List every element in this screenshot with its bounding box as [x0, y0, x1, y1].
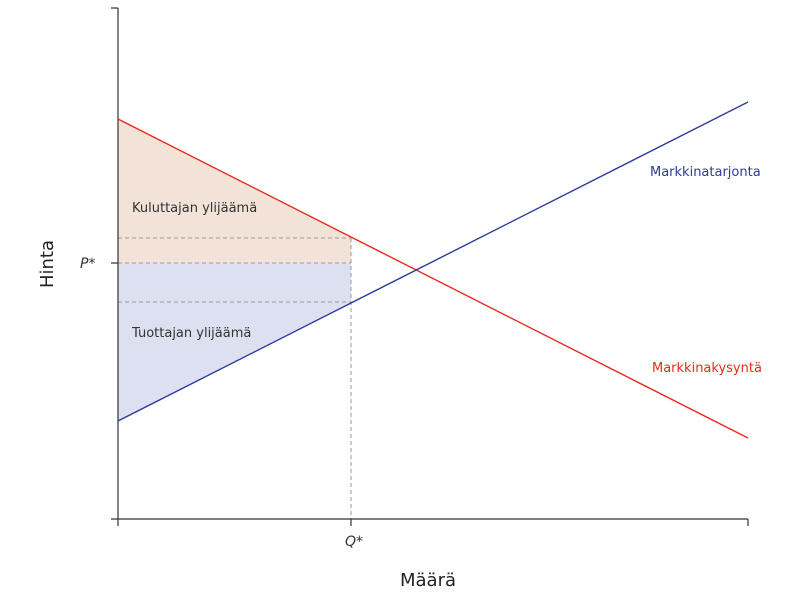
- supply-curve: [117, 101, 749, 422]
- supply-label: Markkinatarjonta: [650, 165, 761, 180]
- y-axis-label: Hinta: [37, 240, 58, 288]
- producer-surplus-label: Tuottajan ylijäämä: [131, 326, 251, 341]
- x-axis-label: Määrä: [400, 570, 456, 591]
- consumer-surplus-label: Kuluttajan ylijäämä: [132, 201, 257, 216]
- consumer-surplus-area-lower: [118, 238, 351, 263]
- producer-surplus-area: [118, 263, 351, 421]
- demand-curve: [117, 118, 749, 439]
- y-tick-label: P*: [80, 256, 95, 272]
- demand-label: Markkinakysyntä: [652, 361, 762, 376]
- x-tick-label: Q*: [345, 534, 363, 550]
